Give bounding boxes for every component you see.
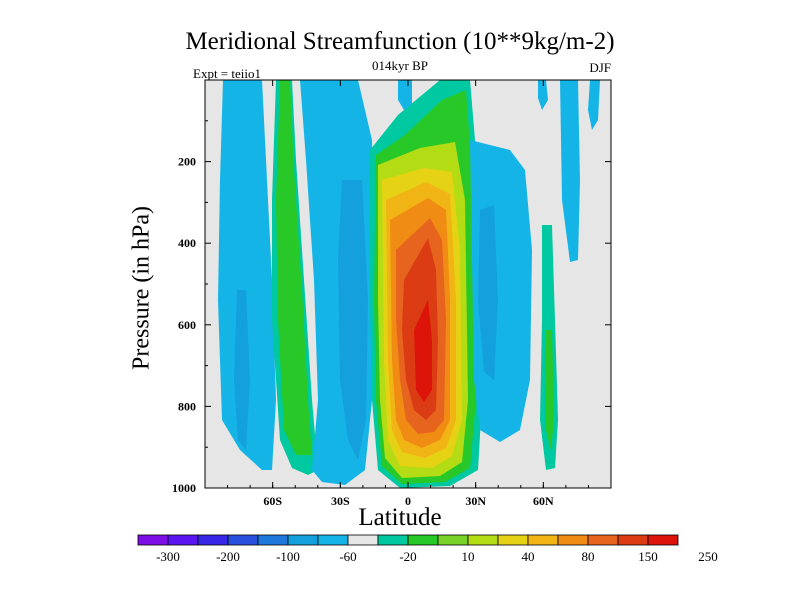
colorbar-swatch: [527, 534, 559, 546]
x-axis: 60S 30S 0 30N 60N: [227, 80, 589, 508]
contour-north-neg-60: [478, 205, 498, 380]
colorbar-swatch: [437, 534, 469, 546]
contour-eq-pos-max: [414, 300, 432, 402]
y-tick-label: 600: [178, 318, 196, 332]
x-tick-label: 30S: [331, 494, 350, 508]
colorbar-label: -200: [216, 549, 240, 564]
colorbar-swatch: [137, 534, 169, 546]
colorbar-swatch: [647, 534, 679, 546]
period-label: 014kyr BP: [372, 58, 428, 73]
colorbar-swatch: [407, 534, 439, 546]
colorbar-label: 150: [638, 549, 658, 564]
contour-top-north-1: [398, 80, 412, 110]
colorbar-swatch: [497, 534, 529, 546]
x-tick-label: 0: [405, 494, 411, 508]
colorbar-label: -60: [339, 549, 356, 564]
colorbar-label: -100: [276, 549, 300, 564]
contour-subtrop-neg-60: [338, 180, 368, 460]
contour-layer: [218, 80, 600, 488]
contour-south-pos-40: [276, 80, 312, 455]
colorbar-label: 250: [698, 549, 718, 564]
contour-south-neg-60: [234, 290, 250, 450]
colorbar-label: -20: [399, 549, 416, 564]
contour-far-north-top: [588, 80, 600, 130]
x-tick-label: 30N: [465, 494, 486, 508]
y-tick-label: 1000: [172, 481, 196, 495]
y-tick-label: 200: [178, 155, 196, 169]
x-axis-label: Latitude: [358, 504, 442, 531]
colorbar-swatch: [587, 534, 619, 546]
colorbar-swatch: [467, 534, 499, 546]
y-tick-label: 400: [178, 236, 196, 250]
x-tick-label: 60N: [533, 494, 554, 508]
colorbar-label: 10: [462, 549, 475, 564]
x-tick-label: 60S: [263, 494, 282, 508]
colorbar-swatch: [197, 534, 229, 546]
colorbar-swatch: [557, 534, 589, 546]
colorbar-label: -300: [156, 549, 180, 564]
y-axis-label: Pressure (in hPa): [128, 206, 155, 370]
colorbar-swatch: [227, 534, 259, 546]
experiment-label: Expt = teiio1: [193, 66, 261, 81]
contour-north-pos-strip-40: [546, 330, 554, 450]
contour-north-neg-upper: [560, 80, 580, 262]
colorbar-label: 40: [522, 549, 535, 564]
colorbar-swatch: [617, 534, 649, 546]
colorbar-swatch: [257, 534, 289, 546]
y-tick-label: 800: [178, 399, 196, 413]
colorbar-swatch: [167, 534, 199, 546]
y-axis: 200 400 600 800 1000: [172, 120, 611, 495]
colorbar-swatch: [347, 534, 379, 546]
colorbar-swatch: [317, 534, 349, 546]
colorbar-swatch: [377, 534, 409, 546]
contour-top-north-2: [538, 80, 548, 110]
contour-south-neg-20: [218, 80, 276, 470]
chart-title: Meridional Streamfunction (10**9kg/m-2): [185, 28, 615, 55]
colorbar: -300 -200 -100 -60 -20 10 40 80 150 250: [137, 534, 718, 564]
colorbar-swatch: [287, 534, 319, 546]
season-label: DJF: [589, 60, 611, 75]
colorbar-label: 80: [582, 549, 595, 564]
